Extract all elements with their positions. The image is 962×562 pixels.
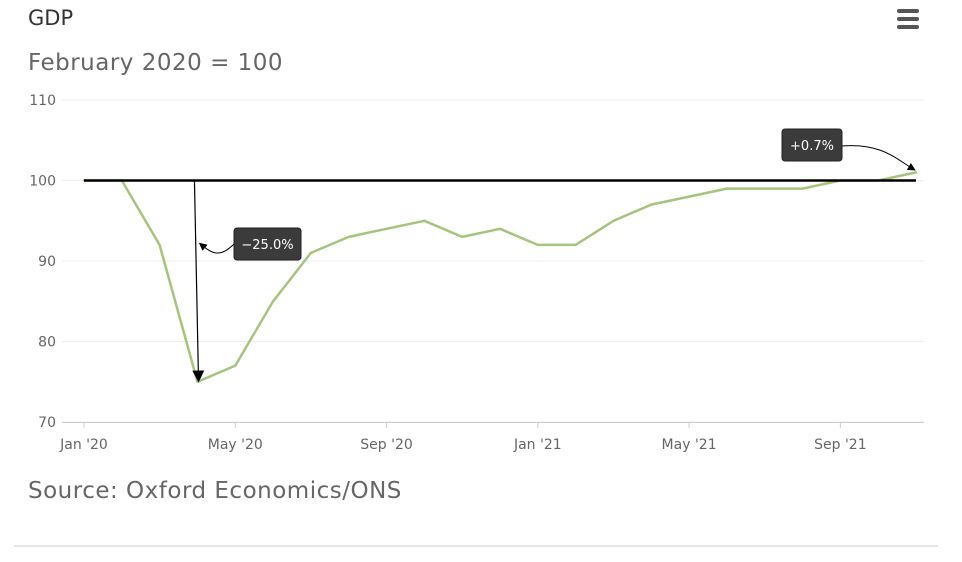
annotation-connector: [198, 242, 235, 254]
drop-arrow: [192, 180, 205, 383]
data-point: [196, 380, 199, 383]
annotation-label: +0.7%: [790, 139, 834, 154]
gdp-line-chart: 70 80 90 100 110 Jan '20 May '20 Sep '20 Jan '21…: [29, 93, 924, 453]
data-point: [801, 187, 804, 190]
data-point: [158, 243, 161, 247]
annotation-box: [781, 128, 843, 162]
data-point: [612, 219, 615, 222]
data-point: [536, 243, 540, 247]
divider: [14, 545, 938, 547]
chart-title: GDP: [28, 6, 74, 30]
x-tick-label: Sep '21: [814, 437, 867, 453]
chart-subtitle: February 2020 = 100: [28, 50, 284, 76]
menu-bar: [897, 25, 919, 29]
annotation-connector: [841, 145, 916, 171]
gdp-series-line: [84, 171, 917, 384]
data-point: [385, 227, 388, 230]
data-point: [763, 187, 766, 190]
annotation-label: −25.0%: [241, 238, 293, 253]
data-point: [347, 235, 350, 239]
annotation-box: [233, 227, 302, 261]
data-point: [234, 364, 237, 367]
data-point: [309, 251, 313, 255]
data-point: [725, 187, 729, 190]
data-point: [914, 171, 918, 174]
x-tick-label: Sep '20: [360, 437, 413, 453]
y-tick-label: 70: [38, 415, 56, 431]
data-point: [423, 219, 426, 222]
data-point: [460, 235, 464, 239]
y-tick-label: 90: [38, 254, 56, 270]
data-point: [498, 227, 502, 230]
data-point: [574, 243, 577, 247]
x-tick-label: Jan '21: [513, 437, 562, 453]
data-point: [650, 203, 653, 206]
x-tick-label: May '21: [662, 437, 717, 453]
data-point: [687, 195, 691, 198]
hamburger-menu-icon[interactable]: [894, 9, 922, 33]
x-tick-label: Jan '20: [59, 437, 108, 453]
y-tick-label: 80: [38, 335, 56, 351]
x-tick-label: May '20: [208, 437, 263, 453]
menu-bar: [897, 9, 919, 13]
menu-bar: [897, 17, 919, 21]
y-tick-label: 100: [29, 174, 56, 190]
source-note: Source: Oxford Economics/ONS: [28, 478, 402, 504]
data-point: [271, 300, 275, 303]
y-tick-label: 110: [29, 93, 56, 109]
